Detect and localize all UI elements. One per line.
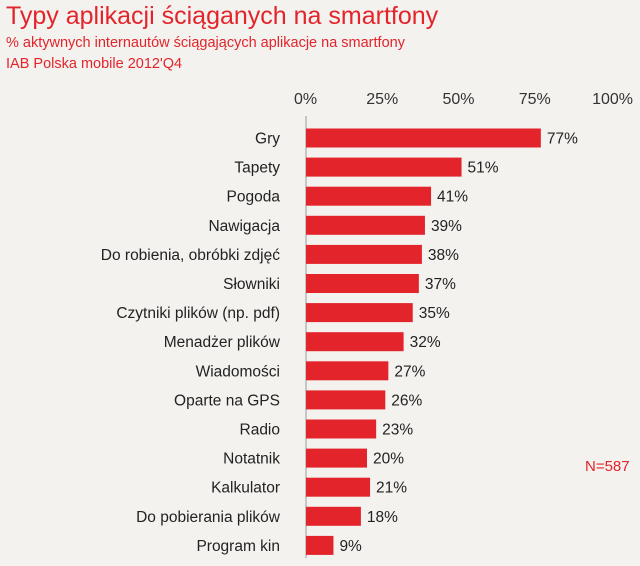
category-label: Radio bbox=[240, 422, 281, 439]
value-label: 38% bbox=[428, 247, 459, 264]
category-label: Oparte na GPS bbox=[174, 392, 280, 409]
bar bbox=[306, 535, 334, 555]
chart-subtitle: % aktywnych internautów ściągających apl… bbox=[6, 35, 405, 51]
category-label: Gry bbox=[255, 131, 280, 148]
value-label: 27% bbox=[394, 363, 425, 380]
chart-source: IAB Polska mobile 2012'Q4 bbox=[6, 56, 183, 72]
value-label: 35% bbox=[419, 305, 450, 322]
bar bbox=[306, 419, 377, 439]
value-label: 37% bbox=[425, 276, 456, 293]
bar bbox=[306, 274, 419, 293]
category-label: Czytniki plików (np. pdf) bbox=[116, 305, 280, 322]
value-label: 39% bbox=[431, 218, 462, 235]
bar bbox=[306, 448, 367, 468]
value-label: 18% bbox=[367, 509, 398, 526]
category-label: Notatnik bbox=[223, 451, 280, 468]
value-label: 23% bbox=[382, 422, 413, 439]
x-tick-label: 100% bbox=[592, 91, 633, 108]
bar bbox=[306, 128, 541, 148]
x-tick-label: 50% bbox=[442, 91, 474, 108]
category-label: Menadżer plików bbox=[164, 334, 281, 351]
bar bbox=[306, 244, 422, 264]
bar bbox=[306, 215, 425, 235]
bar bbox=[306, 303, 413, 323]
bar bbox=[306, 390, 386, 410]
value-label: 51% bbox=[468, 160, 499, 177]
category-label: Kalkulator bbox=[211, 480, 280, 497]
x-tick-label: 0% bbox=[294, 91, 317, 108]
value-label: 32% bbox=[410, 334, 441, 351]
value-label: 21% bbox=[376, 480, 407, 497]
category-label: Wiadomości bbox=[196, 363, 280, 380]
category-label: Nawigacja bbox=[208, 218, 280, 235]
value-label: 9% bbox=[339, 538, 362, 555]
value-label: 77% bbox=[547, 131, 578, 148]
bar bbox=[306, 186, 432, 206]
bar bbox=[306, 332, 404, 352]
x-tick-label: 25% bbox=[366, 91, 398, 108]
category-label: Program kin bbox=[196, 538, 280, 555]
value-label: 26% bbox=[391, 392, 422, 409]
category-label: Tapety bbox=[234, 160, 280, 177]
category-label: Do robienia, obróbki zdjęć bbox=[101, 247, 280, 264]
chart-title: Typy aplikacji ściąganych na smartfony bbox=[6, 2, 439, 30]
value-label: 20% bbox=[373, 451, 404, 468]
bar bbox=[306, 477, 371, 497]
bar bbox=[306, 506, 361, 526]
bar bbox=[306, 361, 389, 381]
sample-size-note: N=587 bbox=[585, 458, 630, 475]
bar bbox=[306, 157, 462, 177]
category-label: Do pobierania plików bbox=[136, 509, 281, 526]
value-label: 41% bbox=[437, 189, 468, 206]
category-label: Pogoda bbox=[227, 189, 281, 206]
x-tick-label: 75% bbox=[519, 91, 551, 108]
category-label: Słowniki bbox=[223, 276, 280, 293]
